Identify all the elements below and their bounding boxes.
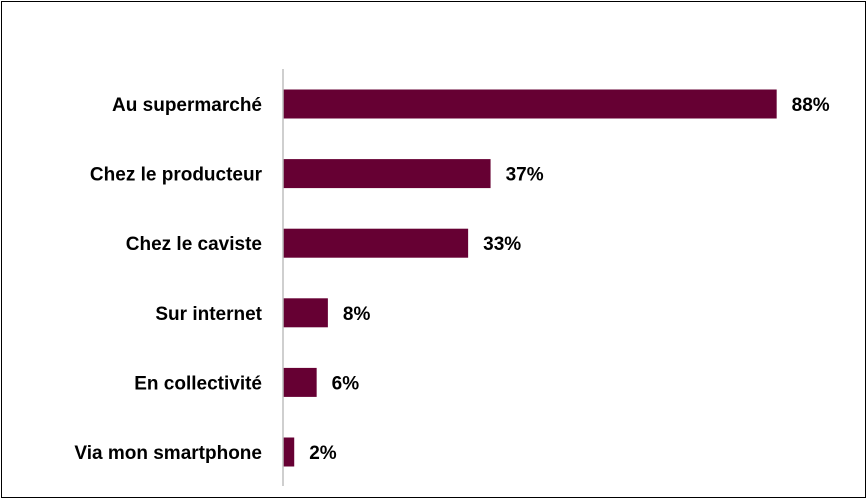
category-label: En collectivité: [134, 373, 262, 394]
value-label: 37%: [506, 165, 544, 186]
bar: [283, 298, 328, 328]
bar: [283, 437, 295, 467]
category-label: Chez le caviste: [126, 234, 262, 255]
category-label: Chez le producteur: [90, 165, 263, 186]
value-label: 8%: [343, 304, 371, 325]
value-label: 33%: [483, 234, 521, 255]
category-labels-group: Au supermarché Chez le producteur Chez le …: [74, 95, 262, 464]
value-labels-group: 88% 37% 33% 8% 6% 2%: [309, 95, 830, 464]
bars-group: [283, 89, 777, 467]
value-label: 2%: [309, 443, 337, 464]
bar: [283, 228, 469, 258]
bar: [283, 159, 491, 189]
value-label: 88%: [792, 95, 830, 116]
bar: [283, 89, 777, 119]
category-label: Au supermarché: [112, 95, 262, 116]
category-label: Via mon smartphone: [74, 443, 262, 464]
category-label: Sur internet: [155, 304, 262, 325]
value-label: 6%: [332, 373, 360, 394]
bar: [283, 367, 317, 397]
